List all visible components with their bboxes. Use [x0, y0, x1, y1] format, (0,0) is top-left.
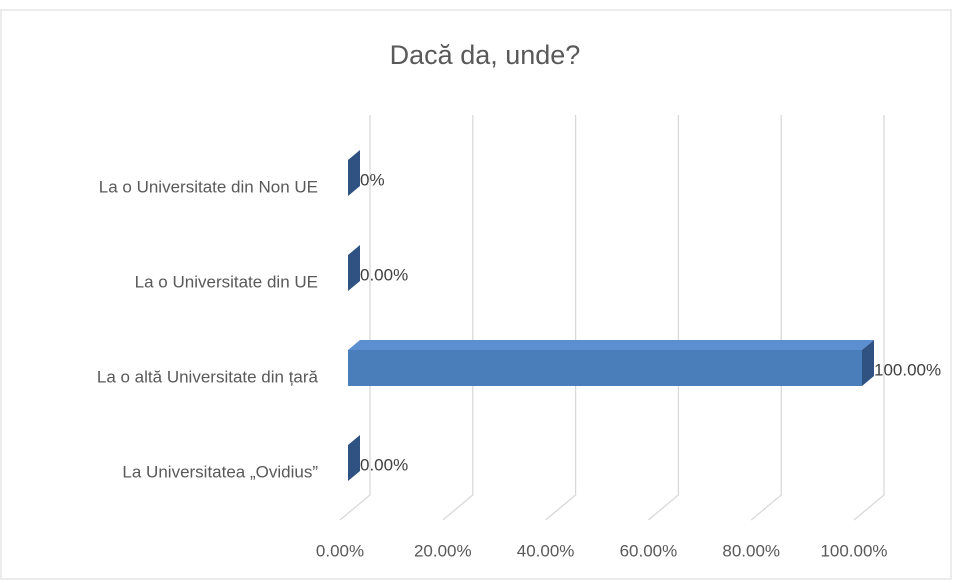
value-label: 0.00% [360, 455, 408, 474]
x-tick-label: 40.00% [517, 541, 575, 560]
bar [348, 340, 874, 386]
category-label: La o altă Universitate din țară [97, 367, 319, 386]
grid-line [750, 115, 782, 521]
chart-border [0, 9, 952, 580]
grid-line [647, 115, 680, 521]
bar [348, 245, 360, 291]
value-label: 100.00% [874, 360, 941, 379]
grid-line [339, 115, 371, 521]
x-tick-label: 0.00% [316, 541, 364, 560]
bar-side [348, 150, 360, 196]
bar [348, 150, 360, 196]
chart-title: Dacă da, unde? [390, 40, 581, 70]
value-label: 0.00% [360, 265, 408, 284]
grid-line [442, 115, 474, 521]
category-label: La Universitatea „Ovidius” [122, 462, 318, 481]
bar [348, 435, 360, 481]
bar-front [348, 350, 862, 386]
bar-side [862, 340, 874, 386]
x-tick-label: 80.00% [722, 541, 780, 560]
bar-top [348, 340, 874, 350]
grid-line [545, 115, 577, 521]
bar-side [348, 245, 360, 291]
value-label: 0% [360, 170, 385, 189]
category-label: La o Universitate din Non UE [99, 177, 318, 196]
category-label: La o Universitate din UE [135, 272, 318, 291]
x-tick-label: 60.00% [620, 541, 678, 560]
x-tick-label: 20.00% [414, 541, 472, 560]
bar-side [348, 435, 360, 481]
x-tick-label: 100.00% [820, 541, 887, 560]
grid-line [853, 115, 885, 521]
